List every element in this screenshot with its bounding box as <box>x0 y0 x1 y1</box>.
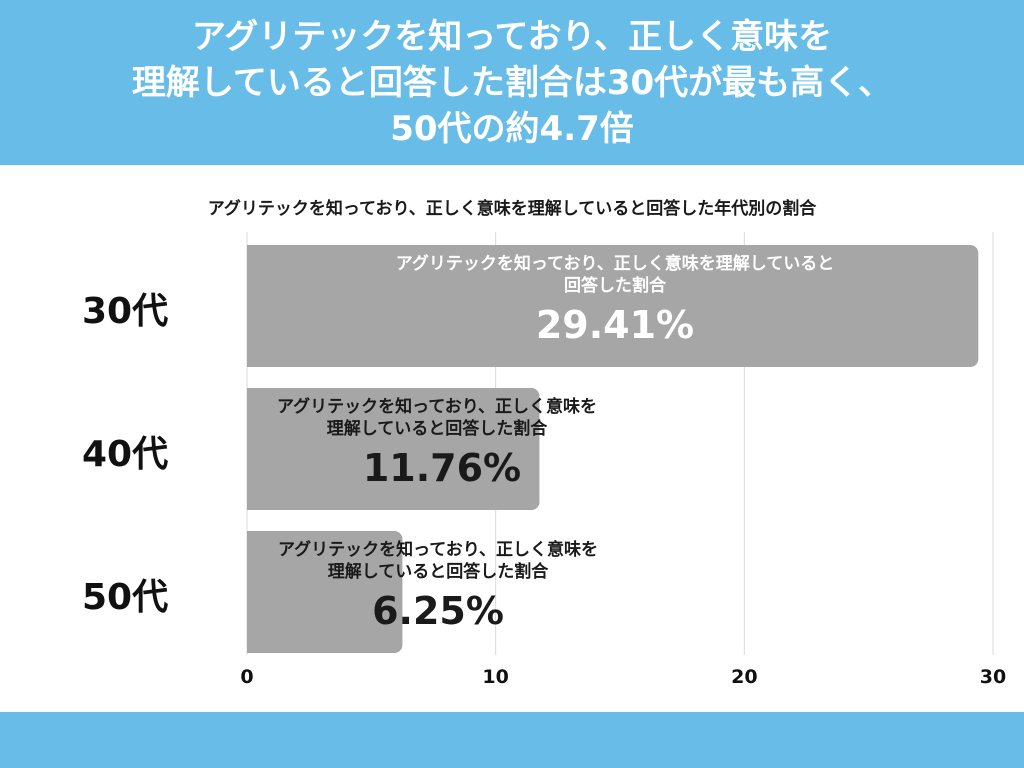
bar-edge-50代 <box>247 531 257 653</box>
x-tick-label-30: 30 <box>979 666 1007 688</box>
bar-edge-40代 <box>247 388 257 510</box>
bar-50代 <box>247 531 403 653</box>
chart-title: アグリテックを知っており、正しく意味を理解していると回答した年代別の割合 <box>207 199 817 219</box>
data-label-50代: アグリテックを知っており、正しく意味を 理解していると回答した割合 6.25% <box>228 539 648 635</box>
data-caption-40代-2: 理解していると回答した割合 <box>326 419 548 439</box>
header-line-1: アグリテックを知っており、正しく意味を <box>191 16 833 57</box>
category-label-30代: 30代 <box>82 291 169 332</box>
x-tick-label-20: 20 <box>731 666 758 688</box>
bar-40代 <box>247 388 540 510</box>
header-line-2: 理解していると回答した割合は30代が最も高く、 <box>131 62 893 103</box>
data-caption-30代-2: 回答した割合 <box>564 276 666 296</box>
data-caption-30代-1: アグリテックを知っており、正しく意味を理解していると <box>395 254 835 274</box>
data-value-50代: 6.25% <box>372 589 504 633</box>
data-caption-50代-1: アグリテックを知っており、正しく意味を <box>277 540 599 560</box>
data-value-40代: 11.76% <box>362 446 522 490</box>
category-label-50代: 50代 <box>82 577 169 618</box>
footer-band <box>0 712 1024 768</box>
data-value-30代: 29.41% <box>535 303 695 347</box>
x-tick-label-10: 10 <box>482 666 509 688</box>
category-label-40代: 40代 <box>82 434 169 475</box>
data-label-30代: アグリテックを知っており、正しく意味を理解していると 回答した割合 29.41% <box>305 253 925 349</box>
header-line-3: 50代の約4.7倍 <box>390 108 634 149</box>
data-label-40代: アグリテックを知っており、正しく意味を 理解していると回答した割合 11.76% <box>227 396 647 492</box>
x-tick-label-0: 0 <box>240 666 254 688</box>
data-caption-40代-1: アグリテックを知っており、正しく意味を <box>276 397 598 417</box>
bar-edge-30代 <box>247 245 257 367</box>
header-banner: アグリテックを知っており、正しく意味を 理解していると回答した割合は30代が最も… <box>0 0 1024 165</box>
data-caption-50代-2: 理解していると回答した割合 <box>327 562 549 582</box>
bar-30代 <box>247 245 979 367</box>
